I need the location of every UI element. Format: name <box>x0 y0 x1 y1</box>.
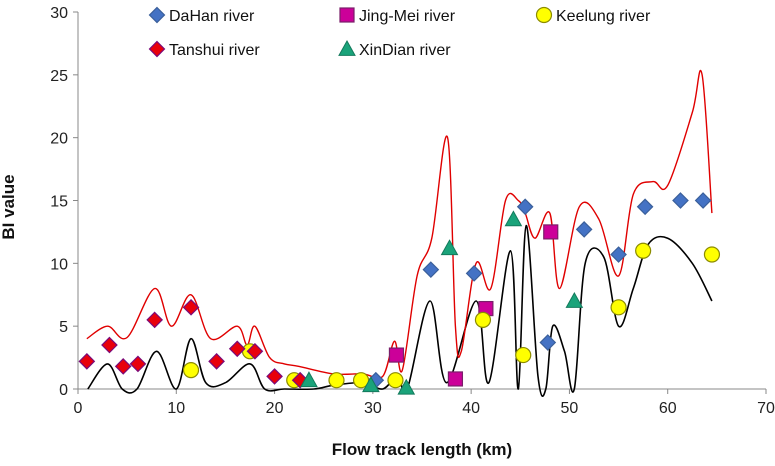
x-tick-label: 30 <box>364 400 382 417</box>
y-axis-title: BI value <box>0 174 18 239</box>
tanshui-river-point <box>228 340 246 358</box>
x-tick-label: 60 <box>659 400 677 417</box>
y-tick-label: 10 <box>50 256 68 273</box>
dahan-river-point <box>672 192 689 209</box>
dahan-river-point <box>422 261 440 278</box>
jing-mei-river-point <box>447 371 464 387</box>
dahan-river-point <box>516 198 534 216</box>
keelung-river-point <box>182 362 200 379</box>
x-tick-label: 20 <box>266 400 284 417</box>
dahan-river-legend-marker <box>148 6 166 24</box>
dahan-river-point <box>636 198 654 216</box>
legend: DaHan river Jing-Mei river Keelung river Ta… <box>148 6 651 59</box>
x-tick-label: 10 <box>167 400 185 417</box>
tanshui-river-point <box>146 311 164 329</box>
tanshui-river-point <box>78 353 96 370</box>
xindian-river-point <box>565 292 584 308</box>
tanshui-river-legend-marker <box>148 40 166 58</box>
tanshui-river-point <box>101 336 118 354</box>
keelung-river-point <box>515 346 532 364</box>
y-tick-label: 5 <box>59 319 68 336</box>
x-tick-label: 0 <box>74 400 83 417</box>
y-tick-label: 0 <box>59 382 68 399</box>
jing-mei-river-point <box>388 347 405 363</box>
xindian-river-legend-label: XinDian river <box>359 42 451 59</box>
jing-mei-river-legend-label: Jing-Mei river <box>359 8 456 25</box>
tanshui-river-point <box>129 355 147 373</box>
jing-mei-river-legend-marker <box>339 7 355 23</box>
y-tick-label: 20 <box>50 131 68 148</box>
xindian-river-legend-marker <box>338 39 356 56</box>
y-axis-ticks: 0 5 10 15 20 25 30 <box>50 5 78 399</box>
xindian-river-point <box>300 371 318 388</box>
keelung-river-point <box>474 311 492 328</box>
keelung-river-legend-marker <box>535 6 553 24</box>
keelung-river-point <box>635 242 652 259</box>
xindian-river-point <box>504 210 523 227</box>
keelung-river-point <box>703 246 721 263</box>
keelung-river-point <box>328 372 345 389</box>
keelung-river-legend-label: Keelung river <box>556 8 651 25</box>
y-tick-label: 30 <box>50 5 68 22</box>
dahan-river-point <box>694 192 712 209</box>
tanshui-river-legend-label: Tanshui river <box>169 42 260 59</box>
jing-mei-river-point <box>543 224 559 240</box>
tanshui-river-point <box>266 368 283 385</box>
keelung-river-point <box>387 372 404 389</box>
keelung-river-point <box>610 299 627 316</box>
y-tick-label: 25 <box>50 68 68 85</box>
x-tick-label: 50 <box>561 400 579 417</box>
dahan-river-legend-label: DaHan river <box>169 8 255 25</box>
x-axis-ticks: 0 10 20 30 40 50 60 70 <box>74 389 775 417</box>
dahan-river-point <box>539 334 557 351</box>
xindian-river-point <box>397 378 416 395</box>
tanshui-river-point <box>182 298 200 316</box>
upper-envelope-curve <box>86 70 713 380</box>
xindian-river-point <box>362 376 380 393</box>
dahan-river-point <box>575 221 593 238</box>
plot-area <box>77 12 766 390</box>
data-markers <box>78 192 721 395</box>
dahan-river-point <box>465 265 483 282</box>
tanshui-river-point <box>114 358 132 375</box>
dahan-river-point <box>610 246 627 263</box>
x-tick-label: 40 <box>462 400 480 417</box>
y-tick-label: 15 <box>50 194 68 211</box>
tanshui-river-point <box>208 353 225 370</box>
keelung-river-point <box>352 372 370 389</box>
xindian-river-point <box>440 239 459 256</box>
envelope-curves <box>86 70 713 397</box>
x-axis-title: Flow track length (km) <box>332 440 512 459</box>
tanshui-river-point <box>246 342 264 360</box>
lower-envelope-curve <box>87 224 713 397</box>
x-tick-label: 70 <box>757 400 775 417</box>
